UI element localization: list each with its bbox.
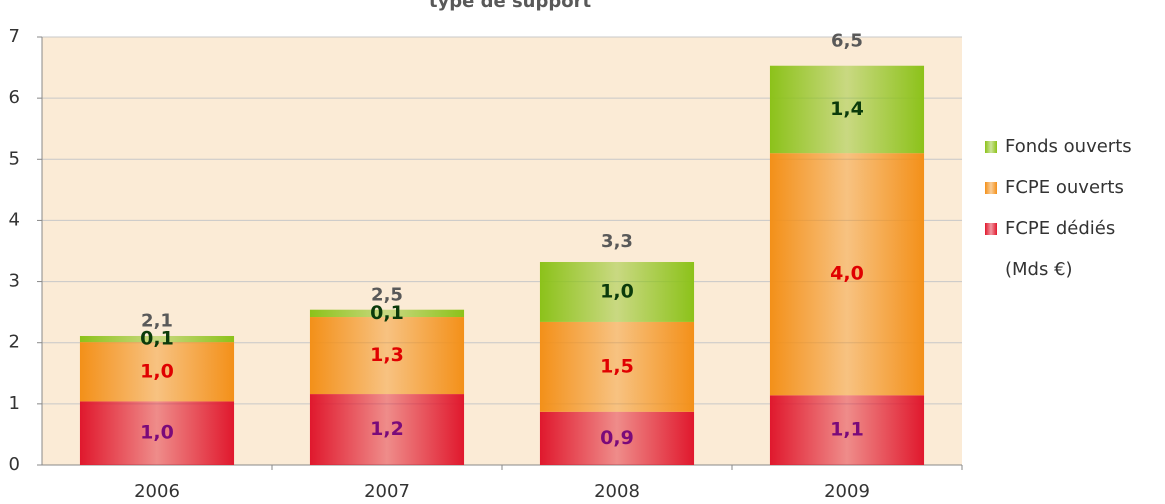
bar-segment <box>769 65 925 154</box>
value-label: 1,0 <box>600 280 634 302</box>
legend-label: FCPE ouverts <box>1005 177 1124 198</box>
y-tick-label: 7 <box>9 26 20 47</box>
total-label: 3,3 <box>601 231 633 252</box>
bar-segment <box>309 309 465 318</box>
y-tick-label: 6 <box>9 87 20 108</box>
y-tick-label: 1 <box>9 393 20 414</box>
legend-swatch <box>985 141 997 153</box>
legend-swatch <box>985 223 997 235</box>
legend-label: Fonds ouverts <box>1005 136 1132 157</box>
bar-segment <box>539 321 695 412</box>
value-label: 1,0 <box>140 422 174 444</box>
x-tick-label: 2007 <box>364 481 410 502</box>
total-label: 6,5 <box>831 31 863 52</box>
value-label: 0,9 <box>600 427 634 449</box>
chart-title: type de support <box>429 0 592 12</box>
total-label: 2,5 <box>371 284 403 305</box>
bar-segment <box>79 401 235 465</box>
x-tick-label: 2009 <box>824 481 870 502</box>
value-label: 1,0 <box>140 360 174 382</box>
value-label: 1,2 <box>370 418 404 440</box>
legend-swatch <box>985 182 997 194</box>
bar-segment <box>79 342 235 402</box>
value-label: 1,3 <box>370 344 404 366</box>
x-tick-label: 2006 <box>134 481 180 502</box>
bar-segment <box>309 394 465 465</box>
unit-label: (Mds €) <box>1005 259 1073 280</box>
value-label: 4,0 <box>830 263 864 285</box>
bar-segment <box>769 153 925 396</box>
value-label: 1,1 <box>830 419 864 441</box>
value-label: 1,4 <box>830 98 864 120</box>
bar-segment <box>309 317 465 395</box>
y-tick-label: 0 <box>9 454 20 475</box>
bar-segment <box>539 262 695 322</box>
bar-segment <box>769 395 925 465</box>
y-tick-label: 5 <box>9 148 20 169</box>
x-tick-label: 2008 <box>594 481 640 502</box>
y-tick-label: 3 <box>9 271 20 292</box>
total-label: 2,1 <box>141 311 173 332</box>
value-label: 0,1 <box>370 302 404 324</box>
y-tick-label: 2 <box>9 332 20 353</box>
legend-label: FCPE dédiés <box>1005 218 1115 239</box>
bar-segment <box>79 335 235 343</box>
value-label: 1,5 <box>600 355 634 377</box>
bar-segment <box>539 411 695 465</box>
value-label: 0,1 <box>140 328 174 350</box>
y-tick-label: 4 <box>9 209 20 230</box>
